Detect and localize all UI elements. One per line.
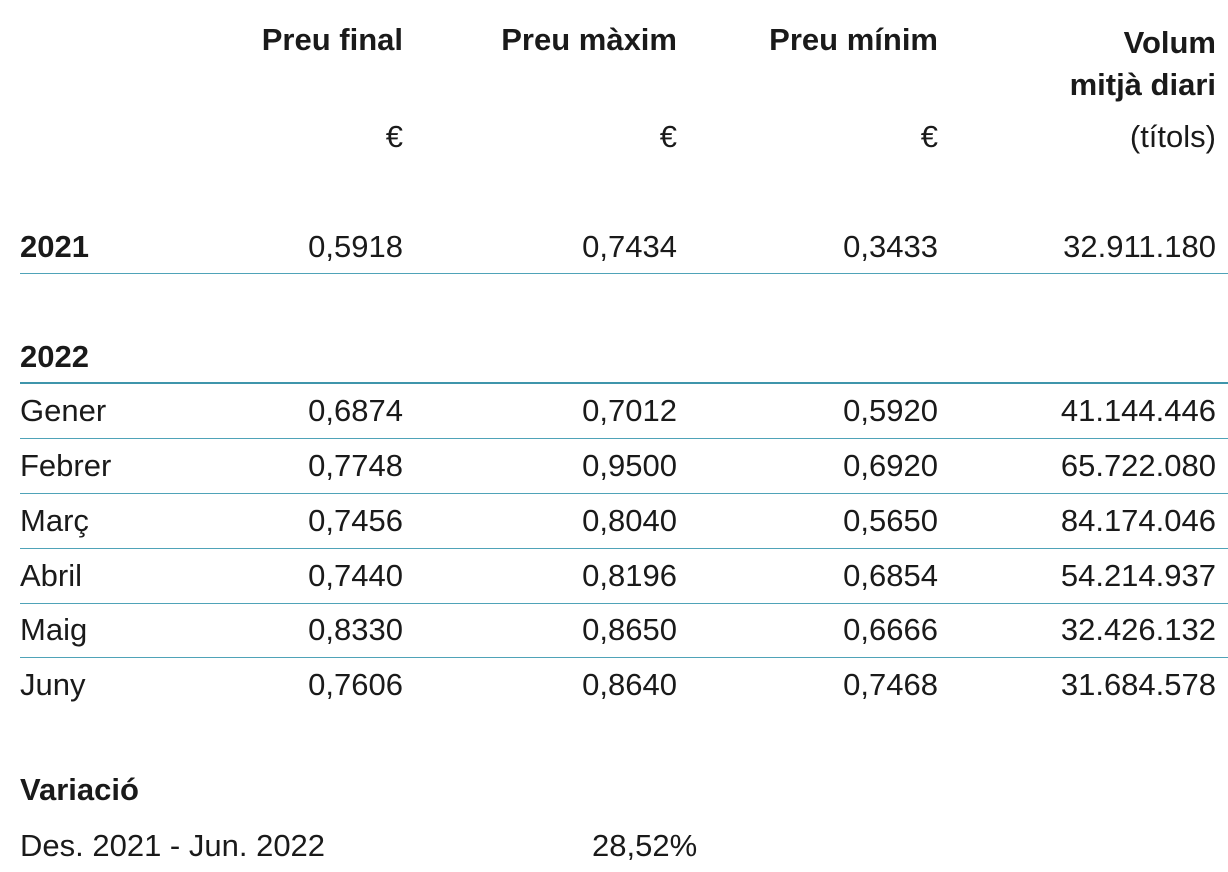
unit-preu-final: €	[385, 119, 403, 154]
month-label: Gener	[20, 393, 107, 428]
month-minim: 0,5920	[843, 393, 938, 428]
month-label: Abril	[20, 558, 83, 593]
month-label: Març	[20, 503, 89, 538]
year-2022-label: 2022	[20, 339, 89, 374]
month-label: Febrer	[20, 448, 112, 483]
month-volum: 32.426.132	[1060, 612, 1216, 647]
month-final: 0,7606	[308, 667, 403, 702]
month-maxim: 0,8196	[582, 558, 677, 593]
month-volum: 65.722.080	[1060, 448, 1216, 483]
variation-title: Variació	[20, 772, 139, 807]
divider	[20, 493, 1228, 494]
month-minim: 0,7468	[843, 667, 938, 702]
year-2021-label: 2021	[20, 229, 89, 264]
month-final: 0,7440	[308, 558, 403, 593]
unit-volum: (títols)	[1129, 119, 1216, 154]
month-minim: 0,5650	[843, 503, 938, 538]
month-final: 0,8330	[308, 612, 403, 647]
month-volum: 54.214.937	[1060, 558, 1216, 593]
variation-period: Des. 2021 - Jun. 2022	[20, 828, 326, 863]
variation-value: 28,52%	[592, 828, 698, 863]
divider	[20, 603, 1228, 604]
month-volum: 84.174.046	[1060, 503, 1216, 538]
header-preu-maxim: Preu màxim	[501, 22, 677, 57]
divider	[20, 438, 1228, 439]
month-final: 0,7456	[308, 503, 403, 538]
month-label: Maig	[20, 612, 88, 647]
month-maxim: 0,8640	[582, 667, 677, 702]
month-minim: 0,6920	[843, 448, 938, 483]
header-volum-line1: Volum	[1123, 25, 1216, 60]
divider	[20, 548, 1228, 549]
month-final: 0,7748	[308, 448, 403, 483]
month-final: 0,6874	[308, 393, 403, 428]
header-preu-final: Preu final	[261, 22, 403, 57]
month-label: Juny	[20, 667, 86, 702]
year-2021-minim: 0,3433	[843, 229, 938, 264]
month-maxim: 0,7012	[582, 393, 677, 428]
month-maxim: 0,8650	[582, 612, 677, 647]
year-2021-maxim: 0,7434	[582, 229, 677, 264]
divider	[20, 382, 1228, 384]
unit-preu-minim: €	[920, 119, 938, 154]
year-2021-volum: 32.911.180	[1063, 229, 1216, 264]
month-maxim: 0,8040	[582, 503, 677, 538]
header-volum-line2: mitjà diari	[1069, 67, 1216, 102]
divider	[20, 657, 1228, 658]
divider	[20, 273, 1228, 274]
header-preu-minim: Preu mínim	[769, 22, 938, 57]
month-minim: 0,6666	[843, 612, 938, 647]
year-2021-final: 0,5918	[308, 229, 403, 264]
month-volum: 31.684.578	[1060, 667, 1216, 702]
unit-preu-maxim: €	[659, 119, 677, 154]
month-maxim: 0,9500	[582, 448, 677, 483]
month-minim: 0,6854	[843, 558, 938, 593]
month-volum: 41.144.446	[1060, 393, 1216, 428]
header-volum: Volum mitjà diari	[1070, 22, 1216, 106]
